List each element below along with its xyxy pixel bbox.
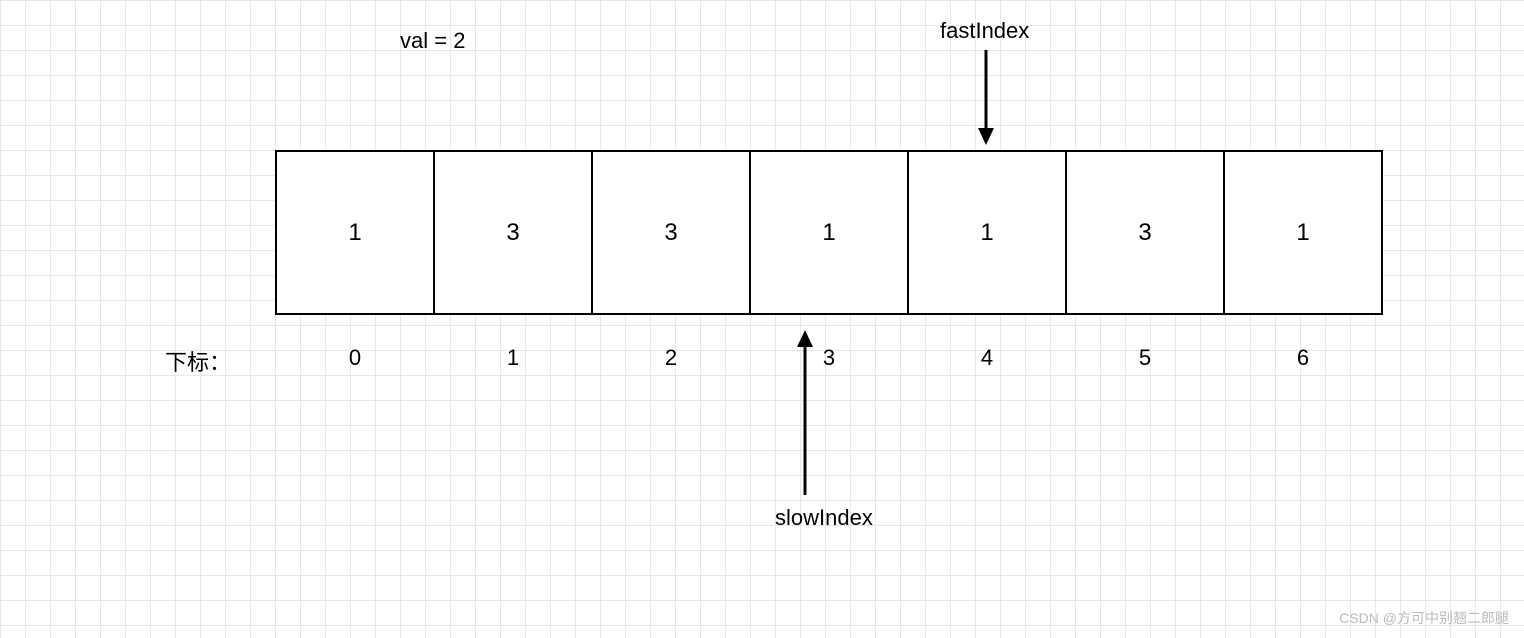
array-cell-3: 1 <box>749 150 909 315</box>
array-cell-5: 3 <box>1065 150 1225 315</box>
index-6: 6 <box>1223 345 1383 371</box>
array-cell-4: 1 <box>907 150 1067 315</box>
fast-index-arrow <box>976 50 996 150</box>
index-3: 3 <box>749 345 909 371</box>
fast-index-label: fastIndex <box>940 18 1029 44</box>
val-label: val = 2 <box>400 28 465 54</box>
diagram-content: val = 2 fastIndex 1 3 3 1 1 3 1 下标： 0 1 … <box>0 0 1524 638</box>
index-title: 下标： <box>165 345 231 377</box>
index-row: 0 1 2 3 4 5 6 <box>275 345 1383 371</box>
index-5: 5 <box>1065 345 1225 371</box>
array-cell-0: 1 <box>275 150 435 315</box>
index-4: 4 <box>907 345 1067 371</box>
index-0: 0 <box>275 345 435 371</box>
slow-index-arrow <box>795 330 815 500</box>
array-cell-6: 1 <box>1223 150 1383 315</box>
slow-index-label: slowIndex <box>775 505 873 531</box>
watermark: CSDN @方可中别翘二郎腿 <box>1339 608 1509 628</box>
index-1: 1 <box>433 345 593 371</box>
index-2: 2 <box>591 345 751 371</box>
array-cell-2: 3 <box>591 150 751 315</box>
array-cell-1: 3 <box>433 150 593 315</box>
array-container: 1 3 3 1 1 3 1 <box>275 150 1383 315</box>
